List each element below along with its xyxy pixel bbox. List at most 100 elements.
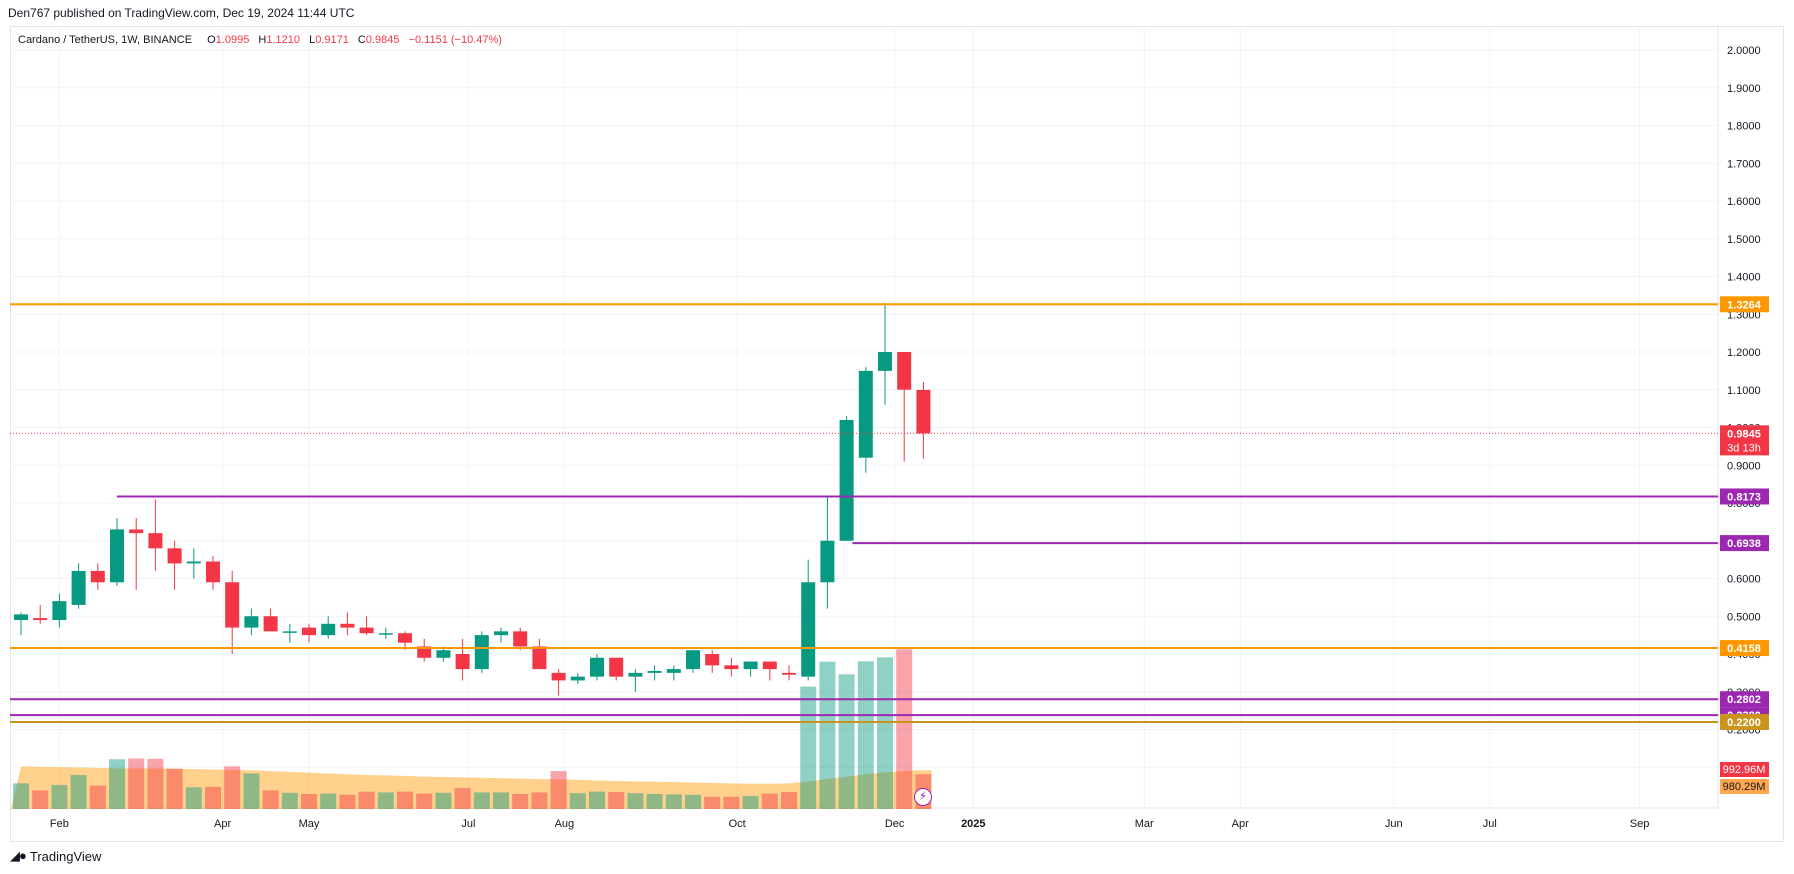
candle-body[interactable] [282,631,297,633]
candle-body[interactable] [455,654,470,670]
volume-bar[interactable] [550,771,567,809]
candle-body[interactable] [628,672,643,677]
volume-bar[interactable] [377,792,394,809]
volume-bar[interactable] [243,773,260,809]
candle-body[interactable] [494,631,508,636]
volume-bar[interactable] [781,792,797,809]
volume-bar[interactable] [89,785,106,809]
candle-body[interactable] [839,419,854,541]
candle-body[interactable] [244,616,259,628]
volume-bar[interactable] [569,793,586,809]
volume-bar[interactable] [301,793,317,809]
candle-body[interactable] [129,529,144,534]
candle-body[interactable] [513,631,528,647]
candle-body[interactable] [551,672,566,681]
candle-body[interactable] [52,601,67,621]
candle-body[interactable] [110,529,124,583]
candle-body[interactable] [878,352,892,371]
volume-bar[interactable] [339,794,356,809]
candle-body[interactable] [90,570,105,583]
candle-body[interactable] [71,570,86,605]
volume-bar[interactable] [627,793,644,809]
candle-body[interactable] [782,672,796,675]
candle-body[interactable] [225,582,240,628]
flash-icon[interactable]: ⚡ [914,788,932,806]
volume-bar[interactable] [13,783,29,809]
volume-bar[interactable] [896,649,913,809]
volume-bar[interactable] [416,793,433,809]
candle-body[interactable] [359,627,374,634]
candle-body[interactable] [417,646,432,658]
candle-body[interactable] [148,533,163,549]
volume-bar[interactable] [665,794,682,809]
candle-body[interactable] [724,665,739,670]
candle-body[interactable] [398,633,412,643]
volume-bar[interactable] [704,796,721,809]
candle-body[interactable] [474,635,489,670]
candle-body[interactable] [705,654,720,666]
candle-body[interactable] [686,650,700,670]
volume-bar[interactable] [70,775,87,809]
candle-body[interactable] [762,661,777,670]
candle-body[interactable] [647,670,662,673]
candle-body[interactable] [186,561,201,564]
volume-bar[interactable] [838,674,855,809]
volume-bar[interactable] [224,766,241,809]
volume-bar[interactable] [51,784,68,809]
candle-body[interactable] [263,616,278,632]
volume-bar[interactable] [761,793,778,809]
volume-bar[interactable] [723,796,740,809]
volume-bar[interactable] [262,790,279,809]
volume-bar[interactable] [685,794,701,809]
volume-bar[interactable] [742,795,759,809]
volume-bar[interactable] [32,790,49,809]
candle-body[interactable] [609,657,624,677]
volume-bar[interactable] [205,786,221,809]
volume-bar[interactable] [166,768,183,809]
symbol-title[interactable]: Cardano / TetherUS, 1W, BINANCE [18,34,193,46]
candle-body[interactable] [167,548,182,564]
candle-body[interactable] [743,661,758,670]
volume-bar[interactable] [397,791,413,809]
candle-body[interactable] [570,676,585,681]
volume-bar[interactable] [531,792,548,809]
candle-body[interactable] [321,623,336,636]
volume-bar[interactable] [454,788,471,809]
volume-bar[interactable] [358,791,375,809]
chart-pane[interactable] [10,26,1784,842]
candle-body[interactable] [33,618,48,621]
volume-bar[interactable] [435,792,452,809]
candle-body[interactable] [590,657,604,677]
candle-body[interactable] [916,389,931,434]
volume-bar[interactable] [185,787,202,809]
volume-bar[interactable] [147,758,164,809]
candle-body[interactable] [206,561,220,583]
volume-bar[interactable] [800,686,817,809]
footer-brand[interactable]: ◢● TradingView [10,848,101,864]
candle-body[interactable] [801,582,816,677]
volume-bar[interactable] [819,661,836,809]
candle-body[interactable] [340,623,355,628]
candle-body[interactable] [378,633,393,635]
candle-body[interactable] [858,370,873,458]
volume-bar[interactable] [109,759,125,809]
candle-body[interactable] [436,650,451,658]
volume-bar[interactable] [320,793,337,809]
volume-bar[interactable] [128,758,145,809]
volume-bar[interactable] [589,791,605,809]
volume-bar[interactable] [877,657,893,809]
candle-body[interactable] [897,352,912,390]
volume-bar[interactable] [281,792,298,809]
volume-bar[interactable] [857,661,874,809]
volume-bar[interactable] [473,792,490,809]
candle-body[interactable] [302,627,316,636]
candle-body[interactable] [820,540,835,583]
volume-bar[interactable] [493,792,509,809]
candle-body[interactable] [14,614,28,621]
candle-body[interactable] [532,646,547,670]
volume-bar[interactable] [646,793,663,809]
volume-bar[interactable] [512,793,529,809]
volume-bar[interactable] [608,792,625,809]
candle-body[interactable] [666,669,681,673]
